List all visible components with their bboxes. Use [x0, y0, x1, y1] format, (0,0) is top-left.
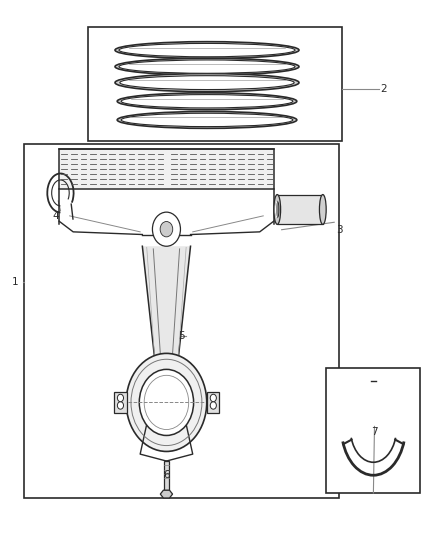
- Ellipse shape: [276, 201, 279, 217]
- Circle shape: [210, 402, 216, 409]
- Bar: [277, 195, 323, 224]
- Ellipse shape: [121, 94, 293, 108]
- Polygon shape: [160, 490, 173, 498]
- Text: 6: 6: [163, 471, 170, 480]
- Ellipse shape: [121, 113, 293, 127]
- Ellipse shape: [119, 60, 295, 74]
- Ellipse shape: [117, 93, 297, 110]
- Circle shape: [152, 212, 180, 246]
- Ellipse shape: [117, 111, 297, 128]
- Bar: [88, 27, 342, 141]
- Ellipse shape: [115, 58, 299, 75]
- Circle shape: [160, 222, 173, 237]
- Ellipse shape: [319, 195, 326, 224]
- Bar: [59, 149, 274, 189]
- Bar: [164, 461, 169, 490]
- Ellipse shape: [115, 42, 299, 59]
- Text: 3: 3: [336, 225, 343, 235]
- Circle shape: [117, 402, 124, 409]
- Bar: [114, 392, 127, 413]
- Circle shape: [117, 394, 124, 402]
- Ellipse shape: [115, 74, 299, 92]
- Ellipse shape: [119, 43, 295, 57]
- Circle shape: [126, 353, 207, 451]
- Polygon shape: [142, 246, 191, 378]
- Circle shape: [139, 369, 194, 435]
- Ellipse shape: [274, 195, 281, 224]
- Text: 1: 1: [12, 278, 19, 287]
- Text: 5: 5: [178, 331, 185, 341]
- Text: 4: 4: [53, 211, 60, 221]
- Bar: [326, 368, 420, 493]
- Bar: [207, 392, 219, 413]
- Text: 2: 2: [380, 84, 387, 94]
- Text: 7: 7: [371, 427, 378, 437]
- Bar: [24, 144, 339, 498]
- Ellipse shape: [120, 76, 294, 90]
- Circle shape: [210, 394, 216, 402]
